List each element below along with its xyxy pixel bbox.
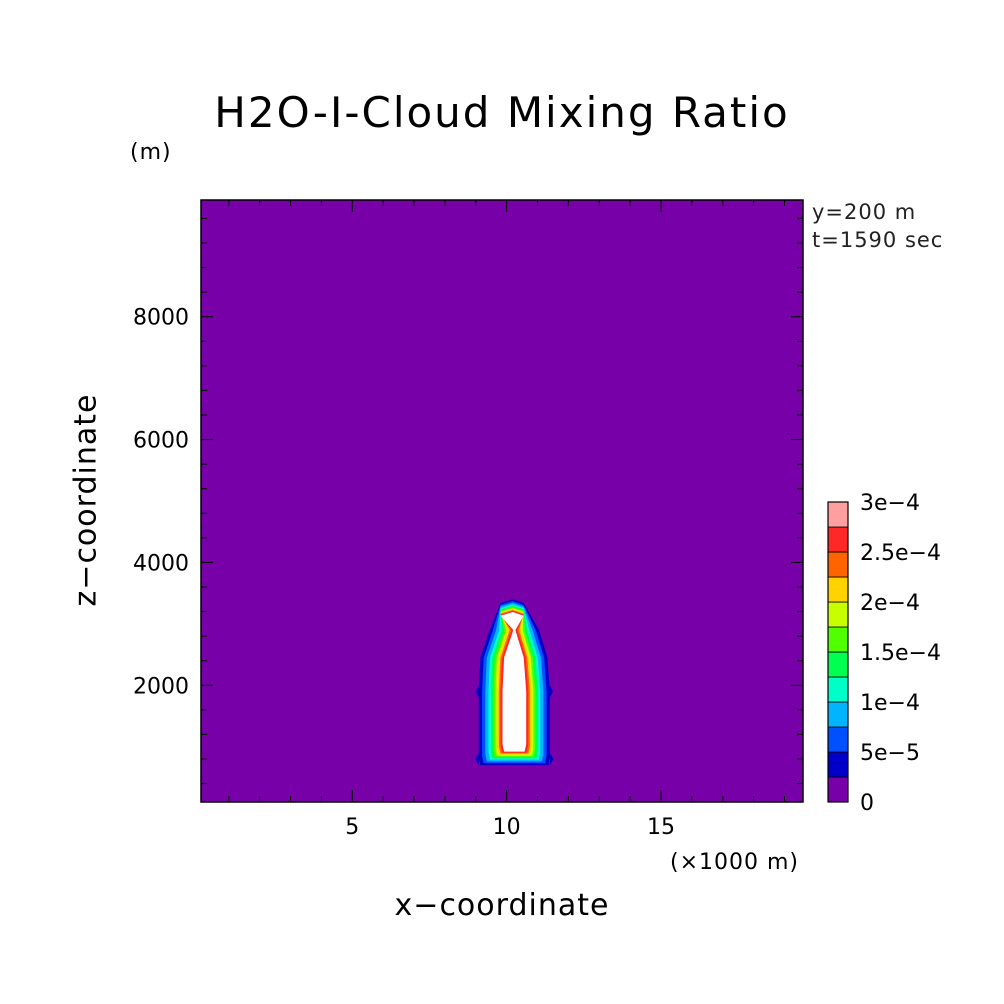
colorbar-label: 1e−4: [860, 691, 920, 716]
colorbar-swatch: [827, 776, 849, 803]
colorbar-swatch: [827, 576, 849, 603]
colorbar-swatch: [827, 626, 849, 653]
colorbar-swatch: [827, 751, 849, 778]
plot-frame: [200, 199, 804, 803]
z-tick-label: 2000: [133, 674, 189, 699]
z-tick-label: 8000: [133, 306, 189, 331]
colorbar-frame: [827, 501, 849, 803]
colorbar-swatch: [827, 551, 849, 578]
cloud-lobe-left-mid: [475, 685, 479, 698]
colorbar-label: 3e−4: [860, 491, 920, 516]
colorbar-label: 2e−4: [860, 591, 920, 616]
annotation-y: y=200 m: [812, 200, 917, 224]
z-tick-label: 6000: [133, 429, 189, 454]
colorbar-swatch: [827, 501, 849, 528]
cloud-contour-10: [500, 612, 527, 752]
z-axis-unit: (m): [130, 140, 172, 165]
x-tick-label: 5: [345, 815, 359, 840]
colorbar-swatch: [827, 676, 849, 703]
chart-title: H2O-I-Cloud Mixing Ratio: [214, 88, 790, 137]
x-axis-label: x−coordinate: [394, 888, 610, 923]
colorbar-swatch: [827, 526, 849, 553]
x-tick-label: 15: [647, 815, 675, 840]
colorbar-label: 5e−5: [860, 741, 920, 766]
cloud-lobe-left-base: [475, 752, 479, 766]
colorbar-swatch: [827, 651, 849, 678]
annotation-time: t=1590 sec: [812, 228, 944, 252]
cloud-lobe-right-base: [549, 752, 554, 766]
cloud-lobe-right-mid: [549, 685, 553, 698]
colorbar-swatch: [827, 701, 849, 728]
x-axis-unit: (×1000 m): [670, 850, 800, 875]
colorbar-swatch: [827, 726, 849, 753]
colorbar-label: 2.5e−4: [860, 541, 941, 566]
colorbar-label: 1.5e−4: [860, 641, 941, 666]
z-tick-label: 4000: [133, 551, 189, 576]
colorbar-swatch: [827, 601, 849, 628]
colorbar-label: 0: [860, 791, 874, 816]
x-tick-label: 10: [493, 815, 521, 840]
